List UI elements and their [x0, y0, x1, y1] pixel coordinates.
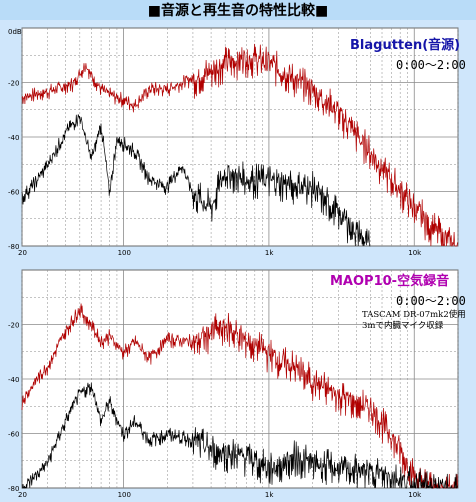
x-tick-label: 20: [18, 491, 27, 499]
y-tick-label: -40: [8, 134, 19, 142]
y-tick-label: -40: [8, 376, 19, 384]
series-line-red: [21, 43, 458, 247]
x-tick-label: 100: [118, 249, 131, 257]
y-tick-label: 0dB: [8, 28, 22, 36]
series-line-black: [22, 382, 458, 490]
recording-note: TASCAM DR-07mk2使用 3mで内臓マイク収録: [362, 310, 466, 332]
page-title: ■音源と再生音の特性比較■: [0, 0, 476, 22]
series-line-black: [21, 114, 371, 247]
x-tick-label: 10k: [408, 491, 422, 499]
recording-note-line-2: 3mで内臓マイク収録: [362, 321, 444, 331]
chart-panel-source: 0dB -20 -40 -60 -80 20 100 1k 10k Blagutten(音源) …: [0, 20, 476, 260]
x-tick-label: 1k: [265, 249, 274, 257]
chart-panel-playback: -20 -40 -60 -80 20 100 1k 10k MAOP10-空気録音 0:00～…: [0, 262, 476, 502]
series-line-red: [21, 303, 458, 489]
chart-title-playback: MAOP10-空気録音: [330, 274, 450, 289]
y-tick-label: -20: [8, 322, 19, 330]
time-range-playback: 0:00～2:00: [396, 294, 466, 308]
y-tick-label: -60: [8, 189, 19, 197]
y-tick-label: -20: [8, 80, 19, 88]
y-tick-label: -60: [8, 431, 19, 439]
recording-note-line-1: TASCAM DR-07mk2使用: [362, 310, 466, 320]
x-tick-label: 100: [118, 491, 131, 499]
x-tick-label: 10k: [408, 249, 422, 257]
chart-title-source: Blagutten(音源): [350, 38, 461, 53]
y-tick-label: -80: [8, 243, 19, 251]
time-range-source: 0:00～2:00: [396, 58, 466, 72]
x-tick-label: 1k: [265, 491, 274, 499]
x-tick-label: 20: [18, 249, 27, 257]
y-tick-label: -80: [8, 485, 19, 493]
